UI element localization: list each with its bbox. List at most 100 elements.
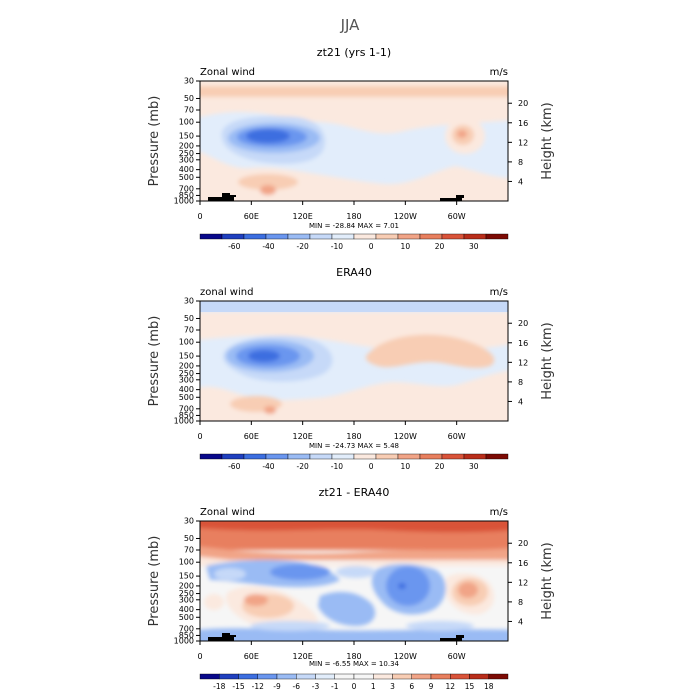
colorbar-label: 0: [352, 682, 357, 691]
y-right-tick-label: 4: [518, 397, 523, 406]
y-right-tick-label: 16: [518, 559, 528, 568]
y-right-tick-label: 8: [518, 158, 523, 167]
colorbar-swatch: [296, 673, 316, 680]
y-right-tick-label: 16: [518, 339, 528, 348]
colorbar-swatch: [430, 673, 451, 680]
y-tick-label: 250: [179, 369, 194, 378]
y-tick-label: 700: [179, 404, 194, 413]
x-tick-label: 60E: [244, 432, 259, 441]
colorbar-label: 0: [369, 242, 374, 251]
colorbar-swatch: [353, 673, 374, 680]
colorbar: -18 -15 -12 -9 -6 -3 -1 0 1 3 6 9 12 15 18: [199, 673, 509, 691]
colorbar-swatch: [485, 453, 509, 460]
colorbar-swatch: [488, 673, 509, 680]
contour-field: [200, 521, 508, 641]
y-axis-title: Pressure (mb): [147, 536, 162, 627]
x-tick-label: 60W: [448, 652, 466, 661]
y-tick-label: 250: [179, 589, 194, 598]
x-tick-label: 60E: [244, 652, 259, 661]
left-string: Zonal wind: [200, 507, 255, 518]
y-axis-title: Pressure (mb): [147, 316, 162, 407]
colorbar-swatch: [257, 673, 278, 680]
y-tick-label: 200: [179, 361, 194, 370]
colorbar-swatch: [353, 233, 377, 240]
colorbar-swatch: [287, 453, 311, 460]
colorbar-label: 9: [429, 682, 434, 691]
colorbar-label: 10: [401, 462, 411, 471]
y-tick-label: 200: [179, 141, 194, 150]
colorbar-label: 18: [484, 682, 494, 691]
colorbar-swatch: [243, 233, 267, 240]
y-tick-label: 50: [184, 94, 194, 103]
colorbar-swatch: [411, 673, 432, 680]
y-tick-label: 300: [179, 375, 194, 384]
colorbar: -60 -40 -20 -10 0 10 20 30: [199, 453, 509, 471]
colorbar-label: -40: [262, 242, 274, 251]
colorbar-swatch: [265, 233, 289, 240]
x-tick-label: 0: [197, 212, 202, 221]
y-right-tick-label: 16: [518, 119, 528, 128]
x-tick-label: 0: [197, 652, 202, 661]
y-right-tick-label: 12: [518, 578, 528, 587]
colorbar-swatch: [315, 673, 335, 680]
colorbar-label: -15: [232, 682, 244, 691]
x-tick-label: 120W: [394, 652, 417, 661]
colorbar-label: 30: [469, 462, 479, 471]
colorbar-swatch: [199, 673, 220, 680]
y-axis-right: 20 16 12 8 4: [508, 319, 528, 406]
colorbar-swatch: [309, 453, 333, 460]
colorbar-swatch: [485, 233, 509, 240]
x-tick-label: 0: [197, 432, 202, 441]
colorbar-swatch: [419, 453, 443, 460]
colorbar-swatch: [219, 673, 239, 680]
y-tick-label: 70: [184, 325, 194, 334]
x-tick-label: 120E: [293, 652, 313, 661]
left-string: Zonal wind: [200, 67, 255, 78]
page-title: JJA: [340, 16, 361, 34]
colorbar-swatch: [287, 233, 311, 240]
colorbar-swatch: [441, 233, 465, 240]
y-tick-label: 30: [184, 297, 194, 306]
panel-title: zt21 - ERA40: [319, 486, 390, 499]
y-tick-label: 50: [184, 534, 194, 543]
y-tick-label: 850: [179, 631, 194, 640]
y-tick-label: 70: [184, 545, 194, 554]
colorbar-label: -10: [331, 242, 343, 251]
colorbar-label: -40: [262, 462, 274, 471]
colorbar-swatch: [331, 453, 355, 460]
x-tick-label: 120W: [394, 212, 417, 221]
panel-difference: zt21 - ERA40 Zonal wind m/s: [147, 486, 555, 691]
x-tick-label: 180: [346, 652, 361, 661]
panel-title: ERA40: [336, 266, 372, 279]
colorbar-label: -20: [297, 242, 309, 251]
min-max-stats: MIN = -24.73 MAX = 5.48: [309, 442, 399, 450]
colorbar-label: 0: [369, 462, 374, 471]
colorbar-label: 30: [469, 242, 479, 251]
colorbar-label: -1: [331, 682, 339, 691]
y-tick-label: 150: [179, 352, 194, 361]
colorbar-label: -9: [273, 682, 281, 691]
panel-model: zt21 (yrs 1-1) Zonal wind m/s: [147, 46, 555, 251]
x-tick-label: 60W: [448, 432, 466, 441]
colorbar-label: -12: [252, 682, 264, 691]
colorbar-swatch: [373, 673, 393, 680]
y-tick-label: 700: [179, 184, 194, 193]
colorbar-label: -6: [293, 682, 301, 691]
y-right-tick-label: 8: [518, 598, 523, 607]
y-right-tick-label: 20: [518, 319, 528, 328]
y-tick-label: 70: [184, 105, 194, 114]
y-tick-label: 1000: [174, 637, 194, 646]
y-tick-label: 1000: [174, 197, 194, 206]
y-tick-label: 700: [179, 624, 194, 633]
colorbar-label: 20: [435, 242, 445, 251]
panel-era40: ERA40 zonal wind m/s 3050701001502002503…: [147, 266, 555, 471]
y-tick-label: 100: [179, 558, 194, 567]
y-right-tick-label: 12: [518, 138, 528, 147]
colorbar-swatch: [419, 233, 443, 240]
contour-field: [200, 81, 508, 201]
colorbar-swatch: [334, 673, 355, 680]
y-tick-label: 1000: [174, 417, 194, 426]
